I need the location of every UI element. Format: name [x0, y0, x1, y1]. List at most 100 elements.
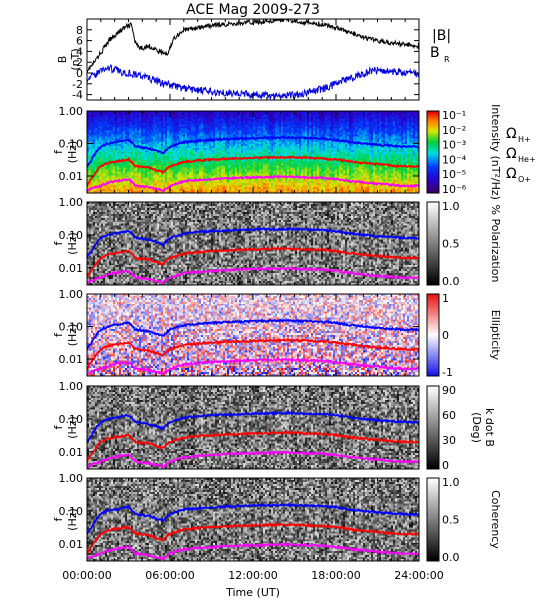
colorbar-frame	[426, 293, 440, 377]
colorbar-tick-label: 0	[442, 329, 449, 342]
y-axis-label: f	[52, 332, 65, 337]
colorbar-tick-label: 30	[442, 434, 456, 447]
panel-6: 1.00 0.10 0.01 f (Hz) 1.0 0.5 0.0 Coherency	[52, 472, 502, 564]
gyrofrequency-curve-hplus	[87, 226, 419, 260]
x-tick-label: 00:00:00	[62, 569, 111, 582]
gyrofrequency-curve-hplus	[87, 135, 419, 168]
colorbar-label: Coherency	[489, 490, 502, 549]
y-tick-label: 0.10	[59, 138, 84, 151]
y-axis-label: f	[52, 516, 65, 521]
legend-b-r-subscript: R	[444, 55, 450, 64]
panel-4: 1.00 0.10 0.01 f (Hz) 1 0 -1 Ellipticity	[52, 288, 502, 379]
colorbar-tick-label: 0.0	[442, 551, 460, 564]
y-tick-label: 0	[76, 67, 83, 80]
colorbar	[427, 202, 439, 285]
colorbar-tick-label: 60	[442, 409, 456, 422]
colorbar-tick-label: 1.0	[442, 200, 460, 213]
y-tick-label: 0.01	[59, 446, 84, 459]
y-axis-unit: (nT)	[69, 48, 82, 70]
colorbar-tick-label: 0.5	[442, 514, 460, 527]
x-tick-label: 06:00:00	[145, 569, 194, 582]
spectrogram-image	[87, 478, 419, 561]
colorbar-frame	[426, 477, 440, 562]
y-tick-label: 1.00	[59, 196, 84, 209]
spectrogram-image	[87, 386, 419, 469]
y-tick-label: 0.01	[59, 262, 84, 275]
colorbar-label: k dot B	[483, 408, 496, 447]
colorbar-tick-label: 1.0	[442, 476, 460, 489]
y-tick-label: 0.01	[59, 538, 84, 551]
y-tick-label: 1.00	[59, 380, 84, 393]
colorbar-label: % Polarization	[489, 205, 502, 283]
spectrogram-image	[87, 294, 419, 376]
y-tick-label: 0.01	[59, 170, 84, 183]
y-axis-label: f	[52, 149, 65, 154]
legend-omega-hplus: Ω	[506, 126, 517, 142]
colorbar	[427, 386, 439, 469]
x-tick-label: 12:00:00	[228, 569, 277, 582]
gyrofrequency-curve-oplus	[87, 450, 419, 469]
gyrofrequency-curve-oplus	[87, 542, 419, 561]
colorbar-tick-label: 0.0	[442, 275, 460, 288]
gyrofrequency-curve-hplus	[87, 410, 419, 444]
colorbar-tick-label: 90	[442, 384, 456, 397]
colorbar-tick-label: 10⁻⁶	[442, 183, 467, 196]
y-tick-label: 0.10	[59, 505, 84, 518]
colorbar-tick-label: 10⁻²	[442, 124, 466, 137]
y-tick-label: -2	[72, 78, 83, 91]
y-tick-label: 2	[76, 56, 83, 69]
y-axis-label: f	[52, 240, 65, 245]
colorbar-frame	[426, 110, 440, 194]
gyrofrequency-curve-oplus	[87, 266, 419, 285]
legend-b-r: B	[430, 45, 440, 61]
panel-5: 1.00 0.10 0.01 f (Hz) 90 60 30 0 k dot B(Deg)	[52, 380, 496, 472]
gyrofrequency-curve-heplus	[87, 430, 419, 463]
y-axis-unit: (Hz)	[66, 416, 79, 439]
colorbar-label: Intensity (nT²/Hz)	[489, 104, 502, 200]
colorbar-tick-label: 10⁻⁴	[442, 153, 467, 166]
colorbar-tick-label: 10⁻⁵	[442, 168, 466, 181]
legend-omega-oplus: Ω	[506, 166, 517, 182]
chart-title: ACE Mag 2009-273	[186, 2, 320, 18]
gyrofrequency-curve-heplus	[87, 338, 419, 371]
x-axis-label: Time (UT)	[225, 586, 280, 599]
series-line-b-magnitude	[87, 19, 419, 73]
y-tick-label: 0.10	[59, 229, 84, 242]
y-tick-label: 0.01	[59, 353, 84, 366]
y-tick-label: 1.00	[59, 472, 84, 485]
legend-omega-subscript: H+	[518, 135, 531, 144]
colorbar	[427, 478, 439, 561]
colorbar-tick-label: 10⁻¹	[442, 109, 466, 122]
gyrofrequency-curve-heplus	[87, 246, 419, 279]
colorbar	[427, 294, 439, 376]
colorbar-label: Ellipticity	[489, 310, 502, 361]
y-tick-label: 0.10	[59, 321, 84, 334]
spectrogram-image	[87, 111, 419, 193]
y-axis-label: B	[56, 56, 69, 64]
colorbar	[427, 111, 439, 193]
y-tick-label: 6	[76, 35, 83, 48]
y-tick-label: 1.00	[59, 288, 84, 301]
gyrofrequency-curve-heplus	[87, 522, 419, 555]
colorbar-tick-label: 10⁻³	[442, 139, 466, 152]
gyrofrequency-legend: Ω H+Ω He+Ω O+	[506, 126, 536, 184]
panel-2: 1.00 0.10 0.01 f (Hz) 10⁻¹ 10⁻² 10⁻³10⁻⁴ 10⁻⁵ 10⁻…	[52, 104, 536, 200]
y-tick-label: 1.00	[59, 105, 84, 118]
y-tick-label: 8	[76, 24, 83, 37]
y-axis-unit: (Hz)	[66, 324, 79, 347]
gyrofrequency-curve-hplus	[87, 502, 419, 536]
legend-omega-heplus: Ω	[506, 146, 517, 162]
legend-b-magnitude: |B|	[432, 28, 451, 44]
colorbar-frame	[426, 201, 440, 286]
gyrofrequency-curve-hplus	[87, 318, 419, 351]
x-tick-label: 18:00:00	[311, 569, 360, 582]
colorbar-tick-label: 1	[442, 292, 449, 305]
gyrofrequency-curve-oplus	[87, 174, 419, 193]
spectrogram-image	[87, 202, 419, 285]
y-axis-unit: (Hz)	[66, 508, 79, 531]
gyrofrequency-curve-heplus	[87, 155, 419, 187]
legend-omega-subscript: O+	[518, 175, 531, 184]
